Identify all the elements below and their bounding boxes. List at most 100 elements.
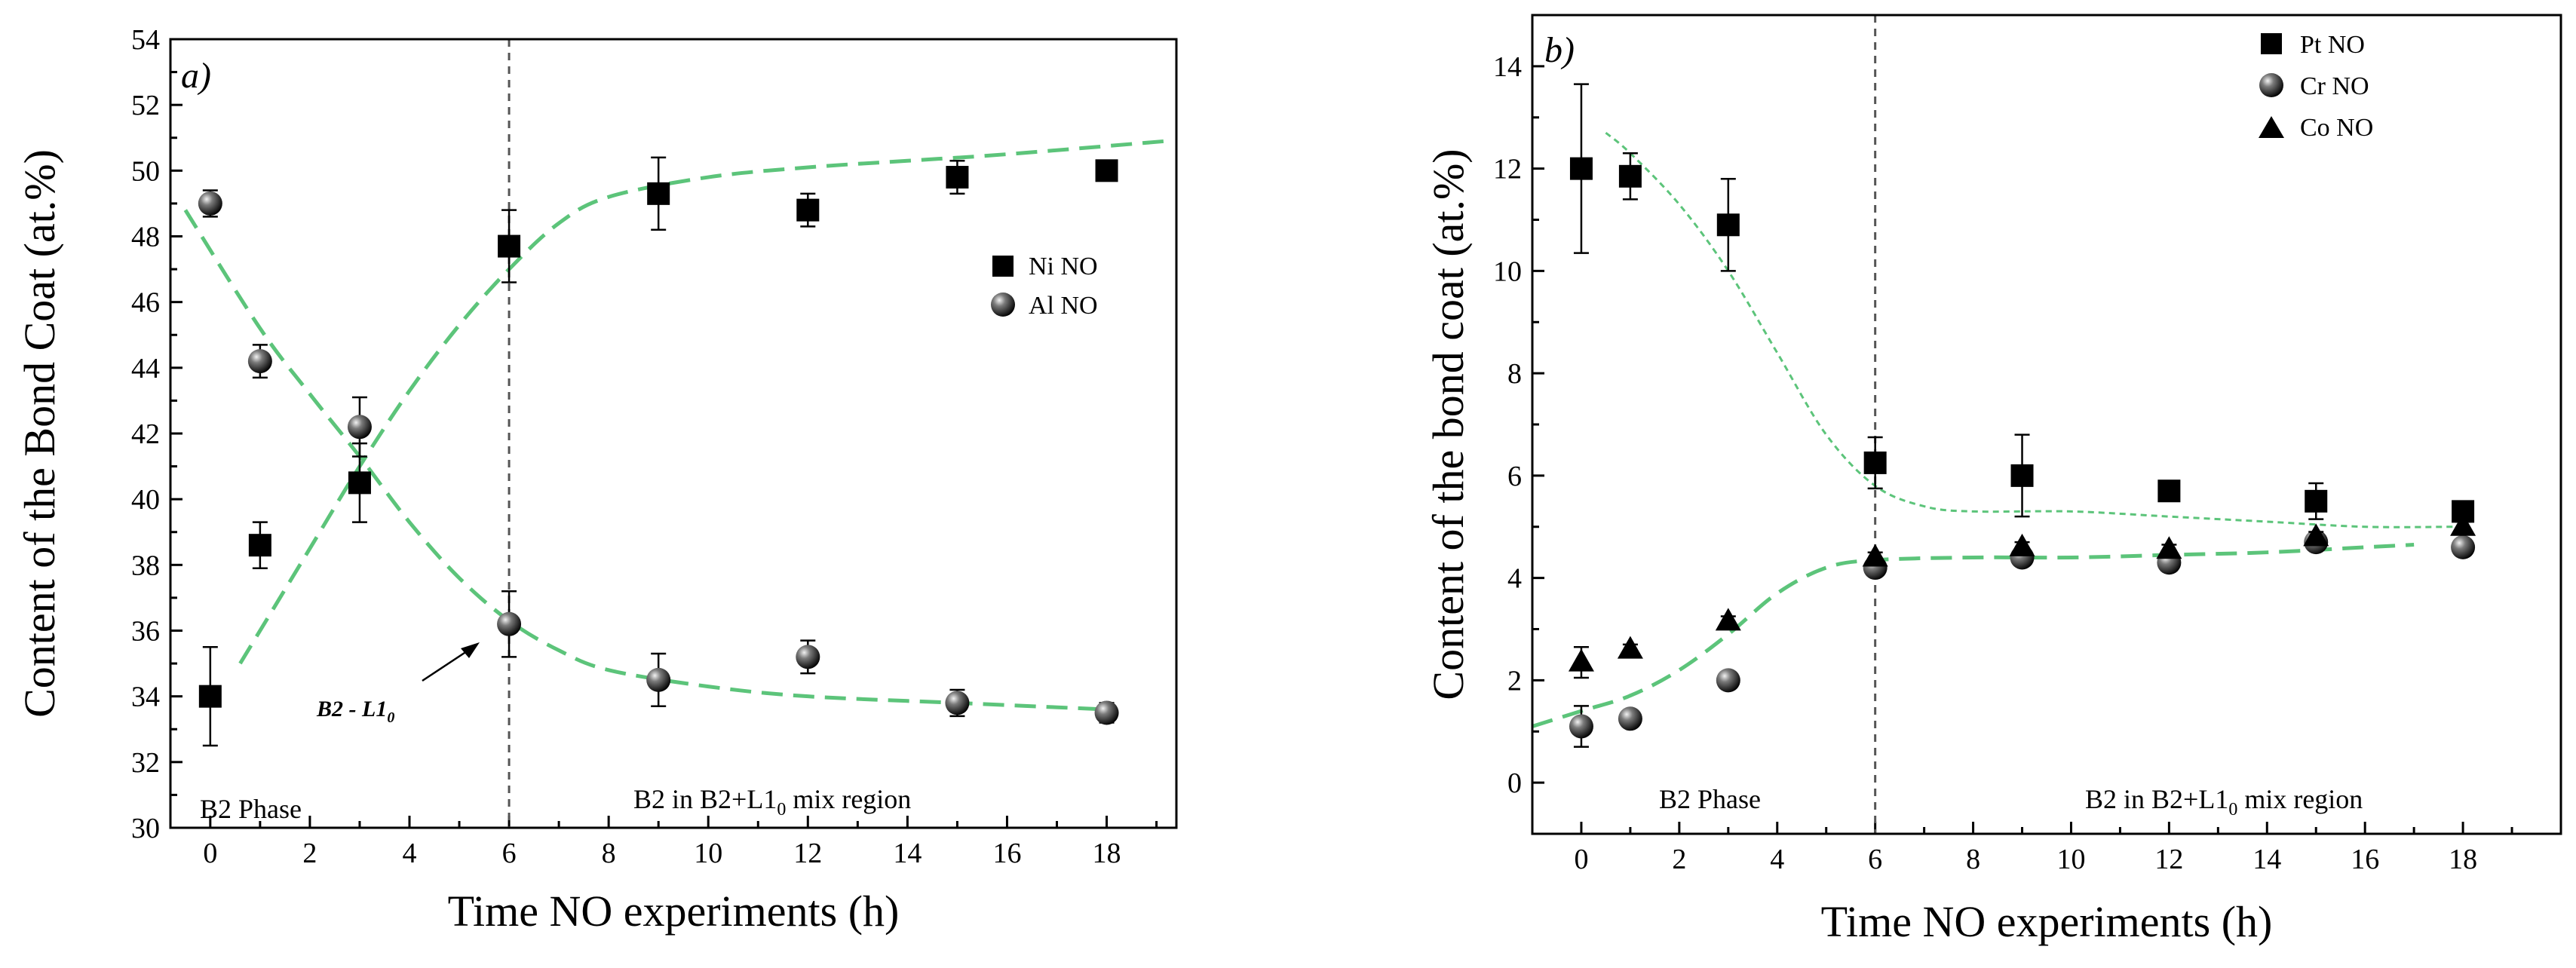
panel-b-ticks: 0 2 4 6 8 10 12 14 16 18 0 2 4 6 8 10 12 14 bbox=[1493, 51, 2513, 875]
al-point-3 bbox=[347, 415, 372, 440]
panel-a-region-mix: B2 in B2+L10 mix region bbox=[633, 784, 911, 819]
cr-point-1 bbox=[1618, 706, 1642, 731]
x-tick-label-18: 18 bbox=[1093, 838, 1121, 869]
y-tick-label-48: 48 bbox=[131, 222, 160, 253]
panel-b-y-axis-title: Content of the bond coat (at.%) bbox=[1424, 149, 1473, 700]
al-point-0 bbox=[198, 191, 222, 216]
cr-co-trend-line bbox=[1532, 543, 2415, 728]
al-point-1 bbox=[247, 349, 272, 374]
panel-a-region-b2-phase: B2 Phase bbox=[200, 794, 302, 824]
x-tick-label-8: 8 bbox=[1966, 844, 1980, 875]
al-trend-line bbox=[183, 209, 1107, 712]
panel-a-marks bbox=[198, 156, 1119, 747]
legend-label-al: Al NO bbox=[1029, 292, 1098, 320]
panel-b-frame bbox=[1531, 14, 2562, 835]
x-tick-label-14: 14 bbox=[893, 838, 922, 869]
panel-b-region-b2-phase: B2 Phase bbox=[1659, 784, 1761, 814]
ni-point-9 bbox=[647, 182, 670, 205]
x-tick-label-10: 10 bbox=[694, 838, 722, 869]
panel-a-x-axis-title: Time NO experiments (h) bbox=[448, 887, 900, 936]
al-point-12 bbox=[796, 645, 820, 669]
annotation-label: B2 - L10 bbox=[316, 697, 394, 726]
x-tick-label-10: 10 bbox=[2056, 844, 2085, 875]
x-tick-label-14: 14 bbox=[2252, 844, 2281, 875]
legend-marker-co bbox=[2259, 116, 2284, 138]
panel-b-region-mix: B2 in B2+L10 mix region bbox=[2085, 784, 2363, 819]
co-point-12 bbox=[2156, 536, 2182, 559]
y-tick-label-42: 42 bbox=[131, 418, 160, 450]
y-tick-label-54: 54 bbox=[131, 24, 160, 56]
annotation-label-sub: 0 bbox=[387, 709, 394, 726]
al-point-15 bbox=[945, 691, 970, 715]
cr-point-3 bbox=[1716, 668, 1740, 693]
co-point-18 bbox=[2450, 513, 2476, 536]
x-tick-label-6: 6 bbox=[1868, 844, 1882, 875]
y-tick-label-36: 36 bbox=[131, 616, 160, 648]
pt-point-0 bbox=[1569, 157, 1593, 180]
pt-trend-line bbox=[1605, 131, 2454, 528]
pt-point-12 bbox=[2157, 479, 2181, 503]
co-point-3 bbox=[1715, 608, 1741, 631]
y-tick-label-4: 4 bbox=[1507, 563, 1522, 595]
panel-b-marks bbox=[1568, 83, 2476, 748]
pt-point-6 bbox=[1863, 451, 1887, 474]
y-tick-label-12: 12 bbox=[1493, 154, 1522, 185]
panel-a-lines bbox=[183, 39, 1167, 828]
legend-marker-al bbox=[991, 293, 1015, 317]
ni-point-12 bbox=[796, 198, 820, 222]
annotation-label-main: B2 - L1 bbox=[316, 697, 387, 721]
annotation-arrow-shaft bbox=[422, 648, 470, 682]
ni-trend-line bbox=[238, 139, 1167, 665]
y-tick-label-8: 8 bbox=[1507, 358, 1522, 390]
legend-marker-cr bbox=[2259, 73, 2283, 97]
x-tick-label-18: 18 bbox=[2449, 844, 2477, 875]
pt-point-3 bbox=[1716, 213, 1740, 237]
y-tick-label-40: 40 bbox=[131, 484, 160, 516]
y-tick-label-50: 50 bbox=[131, 155, 160, 187]
ni-point-1 bbox=[248, 534, 271, 557]
al-point-18 bbox=[1094, 700, 1119, 725]
y-tick-label-46: 46 bbox=[131, 287, 160, 319]
cr-point-0 bbox=[1569, 714, 1593, 739]
x-tick-label-12: 12 bbox=[2154, 844, 2183, 875]
ni-point-0 bbox=[198, 685, 222, 708]
panel-a-label: a) bbox=[181, 56, 211, 96]
panel-a-annotation: B2 - L10 bbox=[316, 642, 480, 726]
annotation-arrow-head bbox=[461, 642, 480, 658]
panel-b-region-mix-tail: mix region bbox=[2237, 784, 2363, 814]
ni-point-3 bbox=[348, 471, 371, 495]
co-point-0 bbox=[1568, 648, 1594, 672]
legend-label-ni: Ni NO bbox=[1029, 253, 1098, 280]
co-point-1 bbox=[1617, 636, 1643, 659]
panel-a-region-mix-tail: mix region bbox=[786, 784, 911, 814]
y-tick-label-10: 10 bbox=[1493, 256, 1522, 287]
ni-point-6 bbox=[498, 234, 521, 258]
x-tick-label-0: 0 bbox=[203, 838, 217, 869]
chart-panel-b: 0 2 4 6 8 10 12 14 16 18 0 2 4 6 8 10 12 14 b) Time NO ex… bbox=[1424, 14, 2562, 946]
panel-a-y-axis-title: Content of the Bond Coat (at.%) bbox=[15, 149, 64, 718]
pt-point-9 bbox=[2010, 464, 2034, 487]
chart-panel-a: 0 2 4 6 8 10 12 14 16 183032343638404244464850525… bbox=[15, 24, 1178, 936]
al-point-9 bbox=[646, 667, 671, 692]
co-point-9 bbox=[2009, 533, 2035, 556]
cr-point-18 bbox=[2451, 535, 2476, 559]
x-tick-label-6: 6 bbox=[502, 838, 517, 869]
x-tick-label-2: 2 bbox=[1672, 844, 1686, 875]
ni-point-18 bbox=[1095, 159, 1118, 182]
legend-marker-ni bbox=[992, 256, 1014, 277]
x-tick-label-0: 0 bbox=[1574, 844, 1588, 875]
legend-label-co: Co NO bbox=[2300, 114, 2373, 142]
legend-label-pt: Pt NO bbox=[2300, 31, 2365, 59]
panel-a-legend: Ni NO Al NO bbox=[991, 253, 1098, 320]
co-point-15 bbox=[2303, 523, 2329, 547]
y-tick-label-6: 6 bbox=[1507, 461, 1522, 492]
panel-a-frame bbox=[169, 38, 1178, 829]
y-tick-label-0: 0 bbox=[1507, 767, 1522, 799]
pt-point-1 bbox=[1618, 164, 1642, 188]
al-point-6 bbox=[497, 611, 522, 636]
y-tick-label-44: 44 bbox=[131, 353, 160, 384]
panel-b-region-mix-main: B2 in B2+L1 bbox=[2085, 784, 2228, 814]
y-tick-label-30: 30 bbox=[131, 813, 160, 844]
y-tick-label-2: 2 bbox=[1507, 665, 1522, 697]
